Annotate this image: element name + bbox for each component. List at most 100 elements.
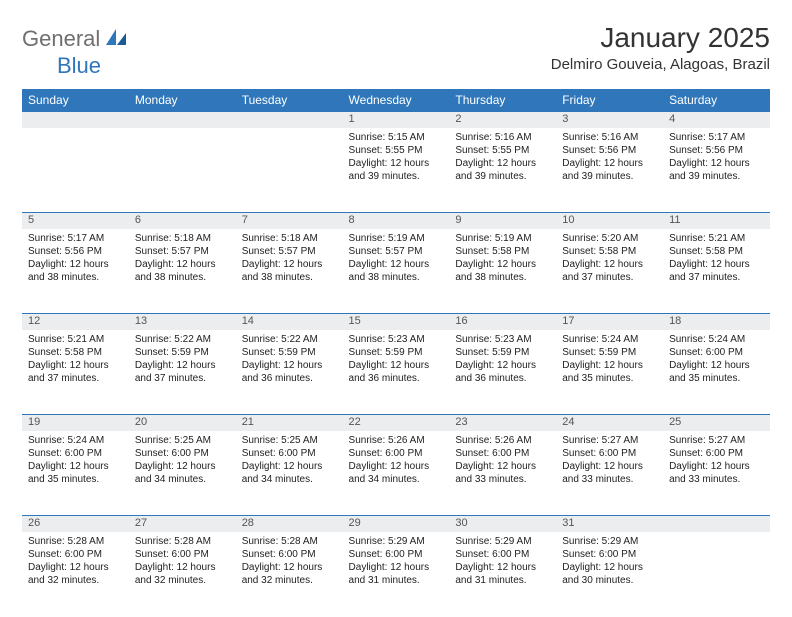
daylight-line: Daylight: 12 hours and 33 minutes.: [669, 460, 764, 486]
day-cell: [663, 532, 770, 617]
sunrise-line: Sunrise: 5:26 AM: [455, 434, 550, 447]
day-number: 28: [236, 516, 343, 532]
location: Delmiro Gouveia, Alagoas, Brazil: [551, 56, 770, 73]
day-cell: Sunrise: 5:25 AMSunset: 6:00 PMDaylight:…: [236, 431, 343, 516]
daylight-line: Daylight: 12 hours and 31 minutes.: [455, 561, 550, 587]
day-cell: Sunrise: 5:19 AMSunset: 5:58 PMDaylight:…: [449, 229, 556, 314]
sunset-line: Sunset: 6:00 PM: [28, 548, 123, 561]
day-number: 22: [343, 415, 450, 431]
weekday-header: Monday: [129, 89, 236, 112]
sunset-line: Sunset: 6:00 PM: [242, 447, 337, 460]
sunrise-line: Sunrise: 5:29 AM: [455, 535, 550, 548]
sunset-line: Sunset: 5:57 PM: [349, 245, 444, 258]
sunrise-line: Sunrise: 5:21 AM: [28, 333, 123, 346]
daylight-line: Daylight: 12 hours and 32 minutes.: [242, 561, 337, 587]
day-cell: [129, 128, 236, 213]
day-number: 4: [663, 112, 770, 128]
day-cell: Sunrise: 5:28 AMSunset: 6:00 PMDaylight:…: [236, 532, 343, 617]
day-number-row: 262728293031: [22, 516, 770, 532]
day-cell: Sunrise: 5:19 AMSunset: 5:57 PMDaylight:…: [343, 229, 450, 314]
daylight-line: Daylight: 12 hours and 30 minutes.: [562, 561, 657, 587]
day-number: 31: [556, 516, 663, 532]
daylight-line: Daylight: 12 hours and 36 minutes.: [242, 359, 337, 385]
day-number-row: 567891011: [22, 213, 770, 229]
sunrise-line: Sunrise: 5:28 AM: [242, 535, 337, 548]
day-number: 11: [663, 213, 770, 229]
day-number: 9: [449, 213, 556, 229]
daylight-line: Daylight: 12 hours and 38 minutes.: [242, 258, 337, 284]
day-number-row: 12131415161718: [22, 314, 770, 330]
day-cell: [236, 128, 343, 213]
sunset-line: Sunset: 6:00 PM: [28, 447, 123, 460]
day-number: 27: [129, 516, 236, 532]
sunset-line: Sunset: 5:57 PM: [242, 245, 337, 258]
sunset-line: Sunset: 5:59 PM: [562, 346, 657, 359]
daylight-line: Daylight: 12 hours and 33 minutes.: [455, 460, 550, 486]
sunset-line: Sunset: 6:00 PM: [349, 548, 444, 561]
weekday-header: Friday: [556, 89, 663, 112]
daylight-line: Daylight: 12 hours and 36 minutes.: [455, 359, 550, 385]
daylight-line: Daylight: 12 hours and 39 minutes.: [669, 157, 764, 183]
sunrise-line: Sunrise: 5:27 AM: [669, 434, 764, 447]
daylight-line: Daylight: 12 hours and 35 minutes.: [562, 359, 657, 385]
day-number: [236, 112, 343, 128]
sunset-line: Sunset: 6:00 PM: [455, 447, 550, 460]
sunset-line: Sunset: 5:58 PM: [28, 346, 123, 359]
sunset-line: Sunset: 5:55 PM: [349, 144, 444, 157]
sunset-line: Sunset: 5:59 PM: [135, 346, 230, 359]
day-cell: Sunrise: 5:24 AMSunset: 5:59 PMDaylight:…: [556, 330, 663, 415]
weekday-header-row: SundayMondayTuesdayWednesdayThursdayFrid…: [22, 89, 770, 112]
daylight-line: Daylight: 12 hours and 37 minutes.: [28, 359, 123, 385]
sunrise-line: Sunrise: 5:16 AM: [562, 131, 657, 144]
month-title: January 2025: [551, 22, 770, 54]
sunset-line: Sunset: 5:55 PM: [455, 144, 550, 157]
sunset-line: Sunset: 5:56 PM: [669, 144, 764, 157]
sunrise-line: Sunrise: 5:23 AM: [455, 333, 550, 346]
day-cell: Sunrise: 5:29 AMSunset: 6:00 PMDaylight:…: [343, 532, 450, 617]
daylight-line: Daylight: 12 hours and 37 minutes.: [135, 359, 230, 385]
sunset-line: Sunset: 6:00 PM: [135, 548, 230, 561]
sunrise-line: Sunrise: 5:15 AM: [349, 131, 444, 144]
day-cell: Sunrise: 5:28 AMSunset: 6:00 PMDaylight:…: [22, 532, 129, 617]
day-number: 15: [343, 314, 450, 330]
sunrise-line: Sunrise: 5:25 AM: [242, 434, 337, 447]
day-content-row: Sunrise: 5:24 AMSunset: 6:00 PMDaylight:…: [22, 431, 770, 516]
sunset-line: Sunset: 6:00 PM: [242, 548, 337, 561]
day-number: 5: [22, 213, 129, 229]
day-number: 16: [449, 314, 556, 330]
day-number: 19: [22, 415, 129, 431]
day-number-row: 1234: [22, 112, 770, 128]
sunrise-line: Sunrise: 5:28 AM: [28, 535, 123, 548]
day-number: 30: [449, 516, 556, 532]
logo-text-general: General: [22, 26, 100, 52]
day-cell: Sunrise: 5:23 AMSunset: 5:59 PMDaylight:…: [449, 330, 556, 415]
weekday-header: Sunday: [22, 89, 129, 112]
day-number: 21: [236, 415, 343, 431]
day-cell: Sunrise: 5:18 AMSunset: 5:57 PMDaylight:…: [236, 229, 343, 314]
day-number-row: 19202122232425: [22, 415, 770, 431]
sunrise-line: Sunrise: 5:25 AM: [135, 434, 230, 447]
sunrise-line: Sunrise: 5:21 AM: [669, 232, 764, 245]
sunrise-line: Sunrise: 5:29 AM: [349, 535, 444, 548]
sunrise-line: Sunrise: 5:16 AM: [455, 131, 550, 144]
day-number: 12: [22, 314, 129, 330]
sunset-line: Sunset: 6:00 PM: [135, 447, 230, 460]
day-content-row: Sunrise: 5:15 AMSunset: 5:55 PMDaylight:…: [22, 128, 770, 213]
day-cell: Sunrise: 5:15 AMSunset: 5:55 PMDaylight:…: [343, 128, 450, 213]
day-number: 1: [343, 112, 450, 128]
day-cell: Sunrise: 5:20 AMSunset: 5:58 PMDaylight:…: [556, 229, 663, 314]
day-number: 13: [129, 314, 236, 330]
daylight-line: Daylight: 12 hours and 35 minutes.: [28, 460, 123, 486]
daylight-line: Daylight: 12 hours and 38 minutes.: [135, 258, 230, 284]
day-number: 8: [343, 213, 450, 229]
sunrise-line: Sunrise: 5:17 AM: [28, 232, 123, 245]
day-cell: Sunrise: 5:26 AMSunset: 6:00 PMDaylight:…: [449, 431, 556, 516]
daylight-line: Daylight: 12 hours and 33 minutes.: [562, 460, 657, 486]
daylight-line: Daylight: 12 hours and 32 minutes.: [28, 561, 123, 587]
daylight-line: Daylight: 12 hours and 37 minutes.: [669, 258, 764, 284]
day-cell: Sunrise: 5:22 AMSunset: 5:59 PMDaylight:…: [236, 330, 343, 415]
day-number: 26: [22, 516, 129, 532]
day-content-row: Sunrise: 5:21 AMSunset: 5:58 PMDaylight:…: [22, 330, 770, 415]
day-cell: Sunrise: 5:21 AMSunset: 5:58 PMDaylight:…: [663, 229, 770, 314]
day-cell: Sunrise: 5:22 AMSunset: 5:59 PMDaylight:…: [129, 330, 236, 415]
